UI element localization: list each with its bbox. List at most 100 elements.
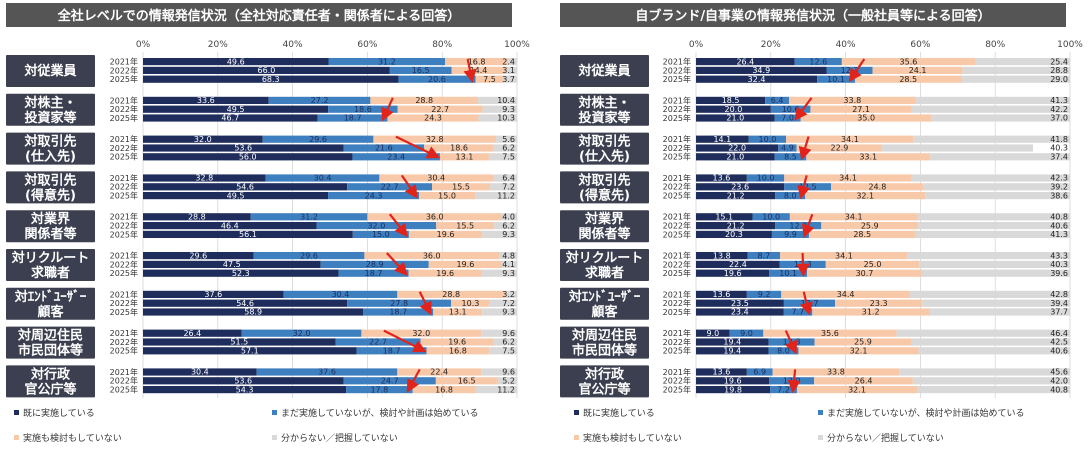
right-highlight-arrow xyxy=(794,97,813,121)
right-year-label: 2022年 xyxy=(663,259,691,269)
right-data-label: 24.8 xyxy=(868,183,886,192)
left-data-label: 24.7 xyxy=(381,377,399,386)
left-data-label: 5.2 xyxy=(502,377,515,386)
left-bar-segment xyxy=(445,58,509,66)
left-year-label: 2025年 xyxy=(110,152,138,162)
left-bar-segment xyxy=(347,299,452,307)
left-data-label: 10.4 xyxy=(497,96,515,105)
legend-label-none: 実施も検討もしていない xyxy=(23,432,122,444)
right-data-label: 12.3 xyxy=(789,221,807,230)
left-data-label: 28.9 xyxy=(366,260,384,269)
left-bar-segment xyxy=(143,230,353,238)
left-data-label: 36.0 xyxy=(423,251,441,260)
right-data-label: 37.7 xyxy=(1050,308,1068,317)
right-data-label: 15.1 xyxy=(715,213,733,222)
right-bar-segment xyxy=(772,368,900,376)
left-category-label: 官公庁等 xyxy=(24,381,76,397)
left-bar-segment xyxy=(143,153,353,161)
legend-swatch-started xyxy=(272,410,277,415)
left-category-label: 対従業員 xyxy=(23,63,76,79)
left-year-label: 2021年 xyxy=(110,367,138,377)
left-data-label: 47.5 xyxy=(223,260,241,269)
left-category-label: 対株主・ xyxy=(23,95,76,111)
left-category-box xyxy=(6,326,95,359)
left-highlight-arrow xyxy=(418,291,432,316)
left-data-label: 13.1 xyxy=(456,153,474,162)
left-data-label: 19.6 xyxy=(448,338,466,347)
right-year-label: 2021年 xyxy=(663,289,691,299)
left-bar-segment xyxy=(478,96,517,104)
right-bar-segment xyxy=(817,75,855,83)
left-bar-segment xyxy=(397,368,482,376)
left-bar-segment xyxy=(475,75,504,83)
right-bar-segment xyxy=(696,153,775,161)
left-bar-segment xyxy=(482,105,518,113)
left-bar-segment xyxy=(346,386,413,394)
left-category-label: 顧客 xyxy=(37,304,64,320)
left-highlight-arrow xyxy=(406,368,421,393)
left-data-label: 20.6 xyxy=(428,75,446,84)
right-category-box xyxy=(560,365,649,398)
left-bar-segment xyxy=(493,174,517,182)
right-data-label: 8.7 xyxy=(758,251,771,260)
right-data-label: 25.9 xyxy=(861,221,879,230)
left-data-label: 22.4 xyxy=(430,368,448,377)
left-bar-segment xyxy=(502,213,517,221)
left-bar-segment xyxy=(143,377,344,385)
left-data-label: 26.4 xyxy=(183,329,201,338)
left-data-label: 16.5 xyxy=(458,377,476,386)
left-bar-segment xyxy=(352,153,440,161)
left-bar-segment xyxy=(408,230,483,238)
right-data-label: 10.0 xyxy=(759,135,777,144)
left-bar-segment xyxy=(490,183,517,191)
left-data-label: 49.5 xyxy=(227,105,245,114)
left-data-label: 28.8 xyxy=(188,213,206,222)
right-data-label: 40.8 xyxy=(1050,385,1068,394)
left-category-box xyxy=(6,171,95,204)
left-data-label: 7.5 xyxy=(483,75,496,84)
left-bar-segment xyxy=(316,222,437,230)
left-data-label: 7.5 xyxy=(502,153,515,162)
right-bar-segment xyxy=(752,213,790,221)
left-data-label: 7.2 xyxy=(502,299,515,308)
left-data-label: 18.6 xyxy=(450,144,468,153)
left-bar-segment xyxy=(481,368,517,376)
left-bar-segment xyxy=(428,260,503,268)
right-bar-segment xyxy=(808,230,916,238)
right-bar-segment xyxy=(975,58,1070,66)
left-bar-segment xyxy=(143,66,390,74)
right-bar-segment xyxy=(746,290,782,298)
right-data-label: 32.1 xyxy=(850,347,868,356)
right-data-label: 21.2 xyxy=(727,191,745,200)
right-year-label: 2022年 xyxy=(663,376,691,386)
left-data-label: 32.0 xyxy=(194,135,212,144)
left-category-box xyxy=(6,287,95,320)
left-data-label: 7.5 xyxy=(502,347,515,356)
left-bar-segment xyxy=(335,338,421,346)
left-bar-segment xyxy=(143,338,336,346)
left-year-label: 2022年 xyxy=(110,104,138,114)
left-data-label: 4.0 xyxy=(502,213,515,222)
legend-swatch-none xyxy=(14,435,19,440)
right-bar-segment xyxy=(778,144,797,152)
right-category-label: (仕入先) xyxy=(579,149,630,165)
right-data-label: 23.4 xyxy=(731,308,749,317)
left-data-label: 22.7 xyxy=(369,338,387,347)
left-data-label: 9.6 xyxy=(502,329,515,338)
right-bar-segment xyxy=(780,252,908,260)
left-bar-segment xyxy=(143,192,329,200)
right-data-label: 32.1 xyxy=(848,385,866,394)
right-bar-segment xyxy=(789,213,918,221)
right-bar-segment xyxy=(800,114,932,122)
left-data-label: 37.6 xyxy=(204,290,222,299)
right-data-label: 37.0 xyxy=(1050,114,1068,123)
left-data-label: 29.6 xyxy=(189,251,207,260)
right-bar-segment xyxy=(696,75,818,83)
left-data-label: 9.3 xyxy=(502,105,515,114)
right-bar-segment xyxy=(696,105,771,113)
legend-swatch-started-right xyxy=(818,410,823,415)
right-bar-segment xyxy=(696,192,776,200)
right-highlight-arrow xyxy=(784,330,798,355)
right-data-label: 20.0 xyxy=(724,105,742,114)
